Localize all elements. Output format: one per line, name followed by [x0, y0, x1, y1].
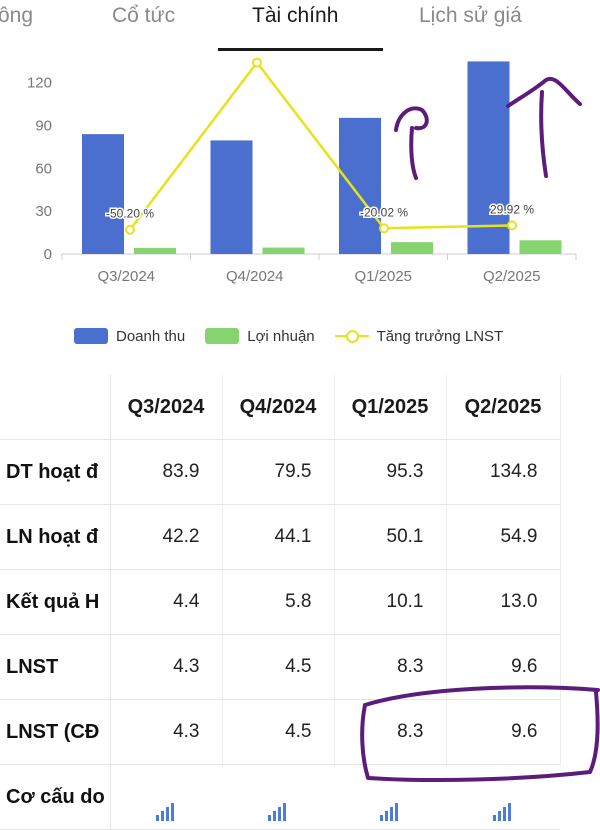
- table-cell: 4.3: [110, 634, 223, 700]
- x-tick-label: Q2/2025: [483, 268, 541, 285]
- table-row[interactable]: LNST (CĐ 4.3 4.5 8.3 9.6: [0, 699, 561, 765]
- growth-data-label: 29.92 %: [490, 202, 534, 216]
- table-header-row: Q3/2024 Q4/2024 Q1/2025 Q2/2025: [0, 375, 561, 440]
- table-cell: 5.8: [222, 569, 335, 635]
- mini-bar-chart-icon[interactable]: [222, 764, 334, 830]
- table-cell: 4.5: [222, 634, 335, 700]
- row-label: DT hoạt đ: [0, 439, 111, 505]
- bar-profit: [519, 240, 562, 254]
- y-tick-label: 60: [35, 160, 52, 177]
- table-row[interactable]: LNST 4.3 4.5 8.3 9.6: [0, 634, 561, 700]
- growth-data-label: -50.20 %: [106, 207, 154, 221]
- table-row[interactable]: LN hoạt đ 42.2 44.1 50.1 54.9: [0, 504, 561, 570]
- y-tick-label: 0: [44, 246, 52, 263]
- chart-legend: Doanh thu Lợi nhuận Tăng trưởng LNST: [74, 322, 523, 350]
- bar-profit: [134, 247, 176, 254]
- legend-item-growth[interactable]: Tăng trưởng LNST: [334, 327, 504, 345]
- bar-revenue: [82, 134, 124, 254]
- x-tick-label: Q3/2024: [97, 268, 155, 285]
- row-label: Cơ cấu do: [0, 764, 111, 830]
- table-header-q1-2025: Q1/2025: [334, 375, 447, 440]
- y-tick-label: 120: [27, 75, 52, 92]
- bar-revenue: [339, 117, 381, 254]
- table-cell: 44.1: [222, 504, 335, 570]
- table-cell: 9.6: [446, 634, 561, 700]
- tab-shareholders[interactable]: ông: [0, 4, 34, 27]
- table-header-corner: [0, 375, 111, 440]
- table-cell: 9.6: [446, 699, 561, 765]
- tab-price-history[interactable]: Lịch sử giá: [419, 4, 522, 27]
- table-cell: 4.4: [110, 569, 223, 635]
- table-cell: 4.3: [110, 699, 223, 765]
- legend-swatch-growth: [334, 328, 369, 344]
- table-cell: 134.8: [446, 439, 561, 505]
- tab-dividends[interactable]: Cổ tức: [112, 4, 176, 27]
- x-tick-label: Q1/2025: [354, 268, 412, 285]
- y-tick-label: 90: [35, 117, 52, 134]
- growth-line: [129, 60, 513, 231]
- table-header-q3-2024: Q3/2024: [110, 375, 223, 440]
- row-label: Kết quả H: [0, 569, 111, 635]
- legend-swatch-profit: [205, 328, 240, 344]
- table-cell: 4.5: [222, 699, 335, 765]
- table-cell: 83.9: [110, 439, 223, 505]
- bar-revenue: [210, 140, 253, 254]
- table-header-q4-2024: Q4/2024: [222, 375, 335, 440]
- legend-label-profit: Lợi nhuận: [247, 327, 315, 345]
- bar-profit: [391, 242, 433, 254]
- financial-table-container[interactable]: Q3/2024 Q4/2024 Q1/2025 Q2/2025 DT hoạt …: [0, 375, 600, 830]
- legend-swatch-revenue: [74, 328, 108, 344]
- tab-bar: ông Cổ tức Tài chính Lịch sử giá: [0, 0, 600, 52]
- growth-point: [379, 223, 389, 234]
- legend-item-profit[interactable]: Lợi nhuận: [205, 327, 315, 345]
- bar-profit: [262, 247, 305, 254]
- table-cell: 79.5: [222, 439, 335, 505]
- table-cell: 54.9: [446, 504, 561, 570]
- active-tab-indicator: [218, 48, 383, 51]
- growth-point: [252, 57, 262, 68]
- table-cell: 13.0: [446, 569, 561, 635]
- bar-revenue: [467, 61, 510, 254]
- table-row[interactable]: Cơ cấu do: [0, 764, 560, 830]
- table-header-q2-2025: Q2/2025: [446, 375, 561, 440]
- table-row[interactable]: Kết quả H 4.4 5.8 10.1 13.0: [0, 569, 561, 635]
- table-cell: 50.1: [334, 504, 447, 570]
- table-cell: 42.2: [110, 504, 223, 570]
- legend-label-growth: Tăng trưởng LNST: [376, 327, 504, 345]
- table-cell: 95.3: [334, 439, 447, 505]
- x-tick-label: Q4/2024: [226, 268, 284, 285]
- growth-data-label: -20.02 %: [360, 205, 408, 219]
- table-row[interactable]: DT hoạt đ 83.9 79.5 95.3 134.8: [0, 439, 561, 505]
- growth-point: [125, 224, 135, 235]
- legend-label-revenue: Doanh thu: [116, 327, 186, 345]
- legend-item-revenue[interactable]: Doanh thu: [74, 328, 185, 345]
- mini-bar-chart-icon[interactable]: [334, 764, 446, 830]
- row-label: LN hoạt đ: [0, 504, 111, 570]
- table-cell: 10.1: [334, 569, 447, 635]
- growth-point: [507, 220, 517, 231]
- row-label: LNST: [0, 634, 111, 700]
- financial-table: Q3/2024 Q4/2024 Q1/2025 Q2/2025 DT hoạt …: [0, 375, 561, 830]
- mini-bar-chart-icon[interactable]: [446, 764, 560, 830]
- row-label: LNST (CĐ: [0, 699, 111, 765]
- table-cell: 8.3: [334, 634, 447, 700]
- finance-chart: 0 30 60 90 120 -50.20 % -20.02 % 29.92 % Q3/2024…: [0, 52, 600, 352]
- y-tick-label: 30: [35, 203, 52, 220]
- tab-finance[interactable]: Tài chính: [252, 4, 339, 27]
- mini-bar-chart-icon[interactable]: [110, 764, 222, 830]
- table-cell: 8.3: [334, 699, 447, 765]
- chart-svg: 0 30 60 90 120 -50.20 % -20.02 % 29.92 % Q3/2024…: [27, 57, 577, 285]
